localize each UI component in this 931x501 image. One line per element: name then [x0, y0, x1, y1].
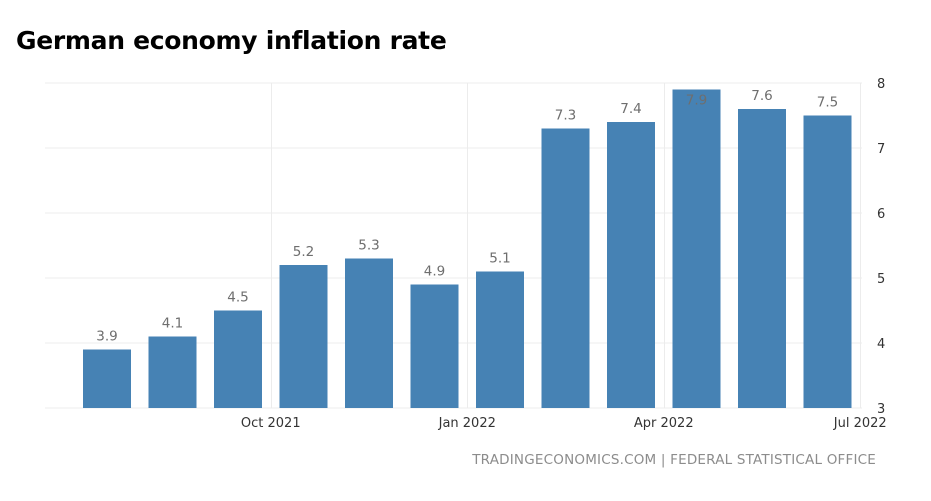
bar-value-label: 7.5 — [817, 95, 838, 111]
bar — [476, 271, 524, 408]
bar-value-label: 5.2 — [293, 244, 314, 260]
y-tick-label: 7 — [877, 142, 885, 157]
y-tick-label: 3 — [877, 402, 885, 417]
bar — [410, 284, 459, 408]
bar — [279, 265, 328, 408]
y-tick-label: 5 — [877, 272, 885, 287]
x-tick-label: Oct 2021 — [241, 416, 301, 431]
bar-value-label: 4.9 — [424, 264, 445, 280]
x-tick-label: Apr 2022 — [634, 416, 694, 431]
bar — [214, 310, 262, 408]
bar — [345, 258, 393, 408]
bars — [83, 89, 852, 408]
bar-value-label: 7.9 — [686, 93, 707, 109]
bar-value-label: 7.4 — [620, 101, 641, 117]
bar — [738, 109, 786, 408]
y-tick-label: 4 — [877, 337, 885, 352]
bar-value-label: 5.3 — [358, 238, 379, 254]
bar-value-label: 7.3 — [555, 108, 576, 124]
bar-value-label: 3.9 — [96, 329, 117, 345]
bar — [803, 115, 852, 408]
source-credit: TRADINGECONOMICS.COM | FEDERAL STATISTIC… — [472, 452, 876, 468]
bar — [148, 336, 197, 408]
x-tick-label: Jul 2022 — [833, 416, 887, 431]
chart-title: German economy inflation rate — [16, 26, 447, 55]
bar-value-label: 4.1 — [162, 316, 183, 332]
x-axis-ticks: Oct 2021 Jan 2022 Apr 2022 Jul 2022 — [241, 416, 887, 431]
bar — [83, 349, 131, 408]
y-tick-label: 8 — [877, 77, 885, 92]
bar-labels: 3.9 4.1 4.5 5.2 5.3 4.9 5.1 7.3 7.4 7.9 7.6 7.5 — [96, 88, 838, 345]
bar — [607, 122, 655, 408]
bar-value-label: 7.6 — [751, 88, 772, 104]
bar-value-label: 5.1 — [489, 251, 510, 267]
bar — [672, 89, 721, 408]
y-axis-ticks: 3 4 5 6 7 8 — [877, 77, 885, 417]
bar — [541, 128, 590, 408]
x-tick-label: Jan 2022 — [438, 416, 496, 431]
y-tick-label: 6 — [877, 207, 885, 222]
bar-value-label: 4.5 — [227, 290, 248, 306]
